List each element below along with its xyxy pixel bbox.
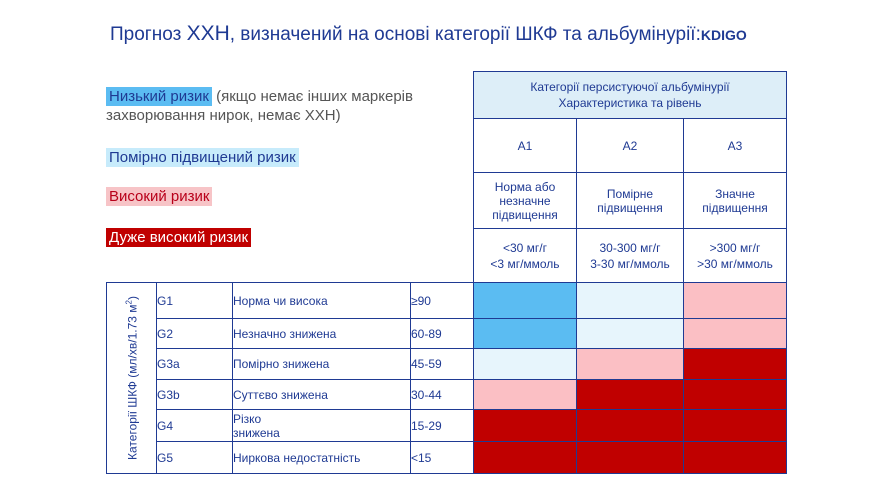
gfr-desc-line1: Помірно знижена (233, 357, 330, 371)
risk-cell-very-high (576, 409, 684, 442)
albuminuria-header: Категорії персистуючої альбумінурії Хара… (473, 71, 787, 119)
gfr-range: 30-44 (410, 379, 474, 410)
gfr-desc-line1: Різко (233, 411, 262, 426)
legend-very-high-risk: Дуже високий ризик (106, 228, 252, 247)
gfr-category-code: G4 (156, 409, 233, 442)
gfr-desc-line1: Норма чи висока (233, 293, 328, 308)
column-desc-a2-line1: Помірне (606, 186, 654, 201)
gfr-side-sup: 2 (124, 300, 133, 305)
gfr-side-text: Категорії ШКФ (мл/хв/1.73 м (125, 304, 139, 460)
blank-corner (107, 229, 474, 283)
gfr-row: G5 Ниркова недостатність <15 (107, 441, 787, 474)
column-desc-a3-line1: Значне (715, 186, 755, 201)
risk-cell-very-high (683, 348, 787, 380)
column-desc-a2: Помірне підвищення (576, 172, 684, 229)
gfr-desc-line1: Ниркова недостатність (233, 450, 361, 465)
column-desc-a1-line3: підвищення (492, 207, 558, 222)
legend-high-label: Високий ризик (106, 187, 213, 206)
legend-low-risk: Низький ризик (якщо немає інших маркерів… (106, 87, 413, 125)
column-desc-a2-line2: підвищення (597, 200, 663, 215)
risk-cell-very-high (473, 409, 577, 442)
gfr-category-desc: Ниркова недостатність (232, 441, 411, 474)
title-rest: , визначений на основі категорії ШКФ та … (229, 24, 701, 45)
risk-cell-high (683, 282, 787, 319)
gfr-category-desc: Незначно знижена (232, 318, 411, 349)
risk-cell-moderate (473, 348, 577, 380)
title-source: KDIGO (700, 27, 747, 43)
column-desc-a1: Норма або незначне підвищення (473, 172, 577, 229)
column-header-a1: A1 (473, 118, 577, 173)
risk-cell-moderate (576, 282, 684, 319)
risk-cell-high (473, 379, 577, 410)
column-header-a3: A3 (683, 118, 787, 173)
gfr-range: 45-59 (410, 348, 474, 380)
gfr-range: 60-89 (410, 318, 474, 349)
legend-very-high-label: Дуже високий ризик (106, 228, 252, 247)
column-values-a2: 30-300 мг/г 3-30 мг/ммоль (576, 228, 684, 283)
gfr-row: G2 Незначно знижена 60-89 (107, 318, 787, 349)
gfr-rows: Категорії ШКФ (мл/хв/1.73 м2) G1 Норма чи … (106, 282, 787, 474)
gfr-range: ≥90 (410, 282, 474, 319)
gfr-category-desc: Норма чи висока (232, 282, 411, 319)
page-title: Прогноз ХХН, визначений на основі катего… (110, 22, 747, 46)
legend-high-risk: Високий ризик (106, 187, 213, 206)
title-prefix: Прогноз (110, 24, 187, 45)
gfr-row: Категорії ШКФ (мл/хв/1.73 м2) G1 Норма чи … (106, 282, 787, 474)
column-desc-a1-line2: незначне (499, 193, 551, 208)
column-value-a1-mg-mmol: <3 мг/ммоль (490, 256, 560, 271)
gfr-category-code: G1 (156, 282, 233, 319)
risk-cell-very-high (683, 379, 787, 410)
blank-corner (107, 119, 474, 173)
gfr-range: 15-29 (410, 409, 474, 442)
gfr-category-code: G3b (156, 379, 233, 410)
gfr-desc-line1: Суттєво знижена (233, 387, 328, 402)
legend-low-note: (якщо немає інших маркерів (216, 88, 413, 105)
gfr-category-code: G2 (156, 318, 233, 349)
gfr-category-desc: Різко знижена (232, 409, 411, 442)
column-desc-a3: Значне підвищення (683, 172, 787, 229)
column-desc-a1-line1: Норма або (494, 179, 556, 194)
albuminuria-header-line1: Категорії персистуючої альбумінурії (530, 80, 730, 94)
gfr-desc-line1: Незначно знижена (233, 326, 337, 341)
risk-cell-very-high (683, 409, 787, 442)
gfr-category-code: G3a (156, 348, 233, 380)
risk-cell-very-high (473, 441, 577, 474)
column-desc-a3-line2: підвищення (702, 200, 768, 215)
blank-corner (107, 72, 474, 119)
column-header-a2: A2 (576, 118, 684, 173)
legend-low-note2: захворювання нирок, немає ХХН) (106, 107, 341, 124)
gfr-category-desc: Помірно знижена (232, 348, 411, 380)
gfr-side-label: Категорії ШКФ (мл/хв/1.73 м2) (106, 282, 157, 474)
gfr-category-desc: Суттєво знижена (232, 379, 411, 410)
risk-cell-high (683, 318, 787, 349)
blank-corner (107, 173, 474, 229)
risk-cell-very-high (683, 441, 787, 474)
column-value-a2-mg-mmol: 3-30 мг/ммоль (590, 256, 670, 271)
risk-table: Категорії персистуючої альбумінурії Хара… (106, 71, 787, 474)
legend-low-label: Низький ризик (106, 87, 212, 106)
risk-cell-very-high (576, 379, 684, 410)
column-values-a1: <30 мг/г <3 мг/ммоль (473, 228, 577, 283)
gfr-side-end: ) (125, 296, 139, 301)
legend-moderate-risk: Помірно підвищений ризик (106, 148, 299, 167)
title-abbr: ХХН (186, 22, 230, 45)
gfr-range: <15 (410, 441, 474, 474)
gfr-row: G4 Різко знижена 15-29 (107, 409, 787, 442)
gfr-desc-line2: знижена (233, 425, 280, 440)
gfr-row: G3a Помірно знижена 45-59 (107, 348, 787, 380)
gfr-row: G3b Суттєво знижена 30-44 (107, 379, 787, 410)
legend-moderate-label: Помірно підвищений ризик (106, 148, 299, 167)
column-value-a3-mg-g: >300 мг/г (709, 240, 761, 255)
column-value-a2-mg-g: 30-300 мг/г (599, 240, 661, 255)
risk-cell-moderate (576, 318, 684, 349)
risk-cell-high (576, 348, 684, 380)
column-value-a3-mg-mmol: >30 мг/ммоль (697, 256, 773, 271)
column-value-a1-mg-g: <30 мг/г (502, 240, 548, 255)
risk-cell-low (473, 282, 577, 319)
albuminuria-header-line2: Характеристика та рівень (558, 96, 702, 110)
column-values-a3: >300 мг/г >30 мг/ммоль (683, 228, 787, 283)
gfr-category-code: G5 (156, 441, 233, 474)
risk-cell-low (473, 318, 577, 349)
risk-cell-very-high (576, 441, 684, 474)
